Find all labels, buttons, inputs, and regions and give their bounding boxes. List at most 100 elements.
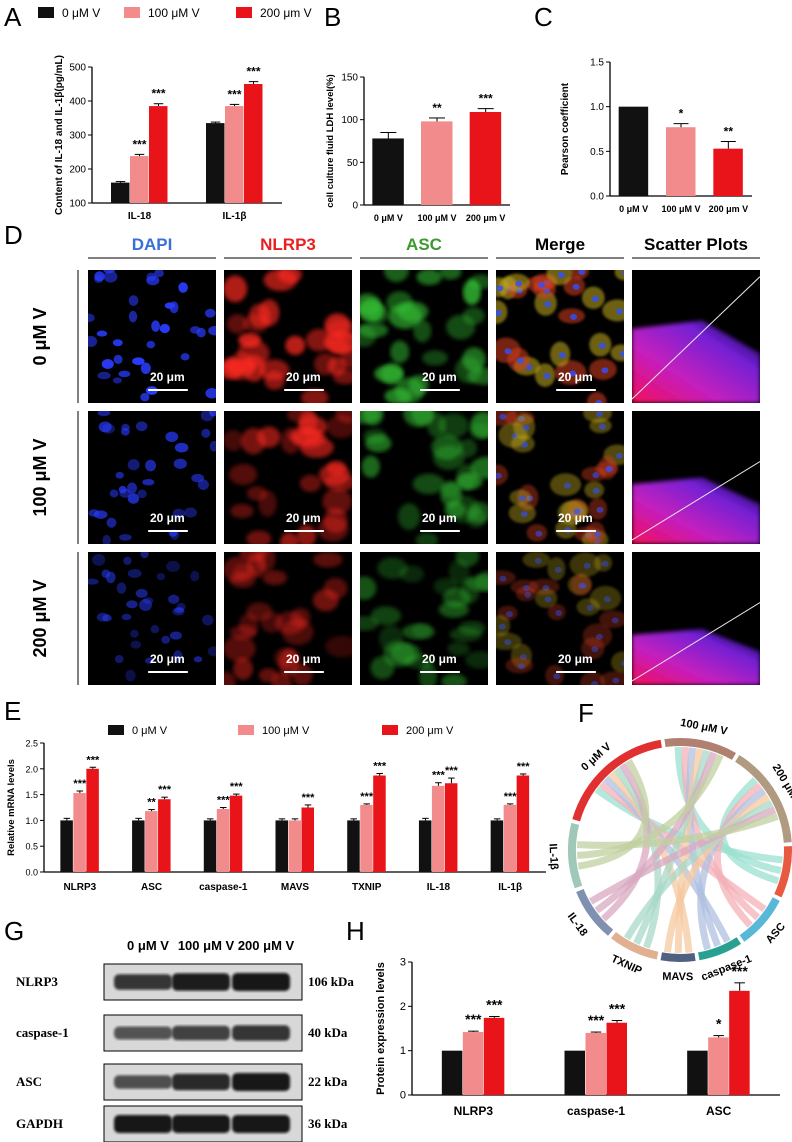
cell (522, 552, 551, 568)
nucleus (119, 488, 131, 498)
cell (438, 412, 469, 438)
nucleus (121, 613, 132, 621)
nucleus (190, 570, 200, 582)
y-tick-label: 1.5 (25, 790, 38, 800)
chord-ribbon (576, 753, 724, 859)
nucleus (127, 459, 140, 471)
significance-label: *** (479, 92, 493, 106)
column-header: NLRP3 (260, 235, 316, 254)
nucleus (505, 611, 513, 618)
y-axis-label: Protein expression levels (375, 962, 387, 1095)
cell (610, 344, 624, 362)
nucleus (543, 373, 551, 380)
cell (468, 274, 488, 290)
chord-ribbon (608, 771, 693, 953)
nucleus (176, 602, 186, 611)
nucleus (201, 428, 211, 438)
significance-label: *** (504, 791, 518, 803)
nucleus (496, 310, 502, 316)
cell (464, 650, 488, 669)
chord-segment (698, 937, 741, 961)
nucleus (191, 473, 205, 483)
y-axis-label: Relative mRNA levels (6, 759, 17, 856)
chord-segment (735, 755, 792, 843)
cell (292, 429, 327, 449)
legend-label-100: 100 μM V (148, 6, 200, 20)
nucleus (127, 482, 138, 494)
cell (581, 637, 605, 660)
significance-label: *** (246, 65, 260, 79)
scale-bar-label: 20 μm (558, 370, 593, 384)
cell (258, 299, 280, 327)
bar (421, 121, 453, 205)
nucleus (146, 340, 156, 349)
significance-label: *** (731, 963, 748, 979)
x-category-label: caspase-1 (567, 1104, 625, 1118)
panel-letter-e: E (4, 696, 21, 726)
cell (383, 270, 409, 283)
nucleus (145, 657, 155, 664)
x-category-label: 0 μM V (374, 213, 403, 223)
cell (332, 369, 352, 385)
bar (206, 123, 225, 203)
significance-label: ** (147, 797, 156, 809)
significance-label: *** (432, 770, 446, 782)
significance-label: *** (517, 761, 531, 773)
micrograph-dapi: 20 μm (88, 552, 216, 685)
bar (564, 1050, 585, 1095)
chord-ribbon (576, 813, 779, 849)
nucleus (178, 282, 188, 293)
nucleus (583, 562, 591, 569)
nucleus (139, 599, 152, 611)
cell (598, 610, 624, 629)
micrograph-merge: 20 μm (496, 270, 624, 403)
nucleus (207, 646, 216, 657)
legend-top: 0 μM V 100 μM V 200 μm V (38, 6, 312, 20)
nucleus (611, 617, 619, 624)
nucleus (94, 275, 104, 284)
nucleus (161, 635, 170, 644)
chord-segment (774, 846, 792, 898)
blot-band (172, 1115, 230, 1133)
nucleus (88, 335, 98, 347)
bar (469, 111, 502, 205)
x-category-label: MAVS (281, 882, 309, 893)
nucleus (516, 357, 524, 364)
nucleus (130, 629, 139, 638)
nucleus (598, 342, 606, 349)
nucleus (204, 308, 216, 318)
cell (416, 270, 442, 286)
nucleus (128, 295, 139, 307)
cell (411, 411, 433, 426)
nucleus (564, 482, 572, 489)
nucleus (534, 557, 542, 564)
nucleus (538, 281, 546, 288)
cell (399, 565, 425, 583)
y-tick-label: 500 (69, 63, 86, 74)
protein-label: caspase-1 (16, 1025, 69, 1040)
legend-e-swatch-0 (108, 725, 124, 735)
significance-label: * (679, 107, 684, 121)
cell (224, 275, 248, 303)
nucleus (558, 352, 566, 359)
micrograph-dapi: 20 μm (88, 270, 216, 403)
significance-label: *** (486, 997, 503, 1013)
legend-label-0: 0 μM V (62, 6, 100, 20)
chord-ribbon (674, 746, 782, 874)
nucleus (106, 517, 117, 528)
cell (374, 365, 404, 383)
y-tick-label: 100 (69, 199, 86, 210)
nucleus (208, 325, 216, 336)
y-tick-label: 50 (347, 158, 359, 169)
cell (418, 662, 437, 685)
bar (145, 811, 158, 872)
bar (729, 990, 750, 1095)
cell (241, 427, 266, 455)
nucleus (601, 560, 609, 567)
x-category-label: 200 μm V (709, 204, 749, 214)
cell (570, 573, 592, 597)
nucleus (555, 610, 563, 617)
bar (503, 804, 517, 872)
nucleus (554, 566, 562, 573)
